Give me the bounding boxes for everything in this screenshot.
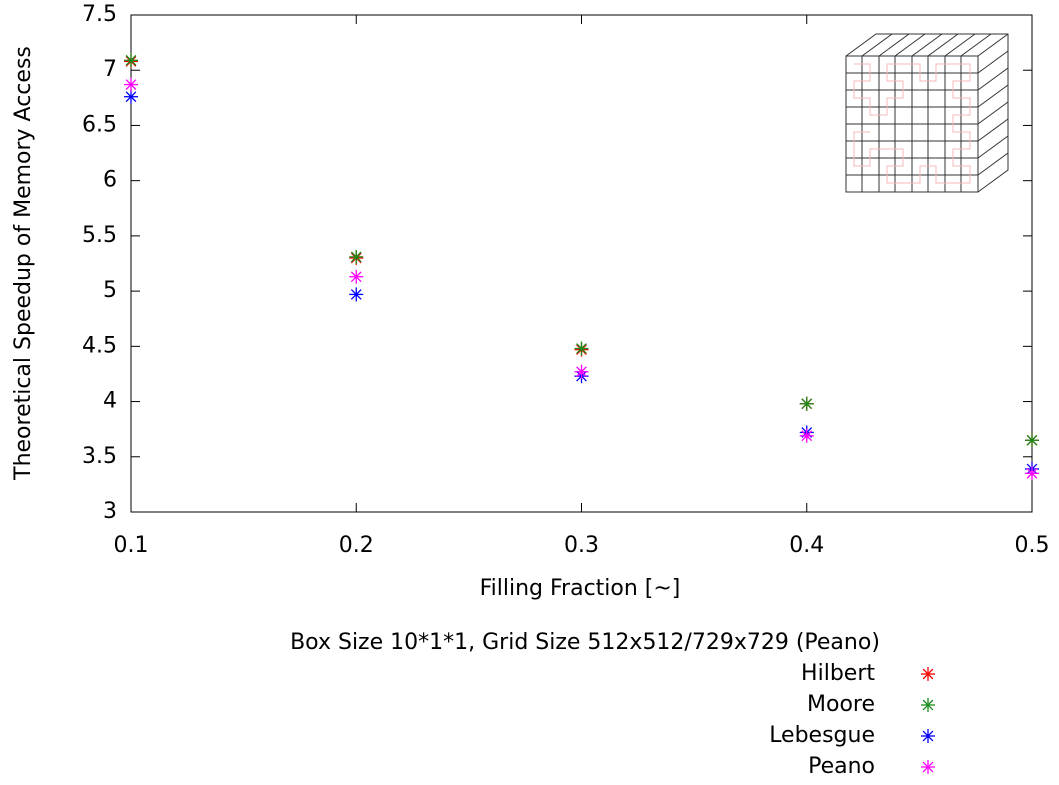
x-tick-label: 0.4 <box>789 533 824 558</box>
point <box>574 341 589 356</box>
legend-title: Box Size 10*1*1, Grid Size 512x512/729x7… <box>290 630 880 655</box>
marker-stroke <box>350 251 362 263</box>
marker-stroke <box>801 398 813 410</box>
marker-stroke <box>922 730 934 742</box>
y-tick-label: 3 <box>103 499 117 524</box>
legend-label: Hilbert <box>801 661 875 686</box>
marker-stroke <box>350 271 362 283</box>
marker-stroke <box>125 54 137 66</box>
legend-label: Moore <box>807 692 875 717</box>
legend-label: Lebesgue <box>769 723 875 748</box>
y-tick-label: 3.5 <box>82 444 117 469</box>
legend-marker <box>921 729 935 743</box>
x-tick-label: 0.5 <box>1015 533 1050 558</box>
point <box>799 428 814 443</box>
point <box>1025 433 1039 448</box>
y-tick-label: 5 <box>103 278 117 303</box>
legend-marker <box>921 667 935 681</box>
marker-stroke <box>125 79 137 90</box>
y-axis-label: Theoretical Speedup of Memory Access <box>11 46 36 481</box>
marker-stroke <box>350 289 362 300</box>
point <box>1025 466 1039 481</box>
point <box>349 287 364 302</box>
marker-stroke <box>1026 434 1038 446</box>
marker-stroke <box>125 91 137 103</box>
point <box>574 364 589 379</box>
point <box>124 89 138 104</box>
marker-stroke <box>1026 467 1038 479</box>
point <box>124 53 138 68</box>
inset-cube-illustration <box>845 33 1009 193</box>
y-tick-label: 6 <box>103 168 117 193</box>
marker-stroke <box>922 668 934 680</box>
marker-stroke <box>801 430 813 442</box>
point <box>349 269 364 284</box>
x-axis-label: Filling Fraction [~] <box>480 576 681 601</box>
y-tick-label: 5.5 <box>82 223 117 248</box>
legend-marker <box>921 760 935 774</box>
marker-stroke <box>922 761 934 773</box>
y-tick-label: 4.5 <box>82 333 117 358</box>
legend-marker <box>921 698 935 712</box>
point <box>799 396 814 411</box>
marker-stroke <box>576 343 587 354</box>
point <box>349 249 364 264</box>
point <box>124 77 138 92</box>
x-tick-label: 0.1 <box>114 533 149 558</box>
y-tick-label: 6.5 <box>82 112 117 137</box>
legend-label: Peano <box>808 754 875 779</box>
y-tick-label: 7.5 <box>82 2 117 27</box>
x-tick-label: 0.2 <box>339 533 374 558</box>
marker-stroke <box>922 699 934 711</box>
y-tick-label: 4 <box>103 389 117 414</box>
x-tick-label: 0.3 <box>564 533 599 558</box>
marker-stroke <box>576 366 587 378</box>
y-tick-label: 7 <box>103 57 117 82</box>
